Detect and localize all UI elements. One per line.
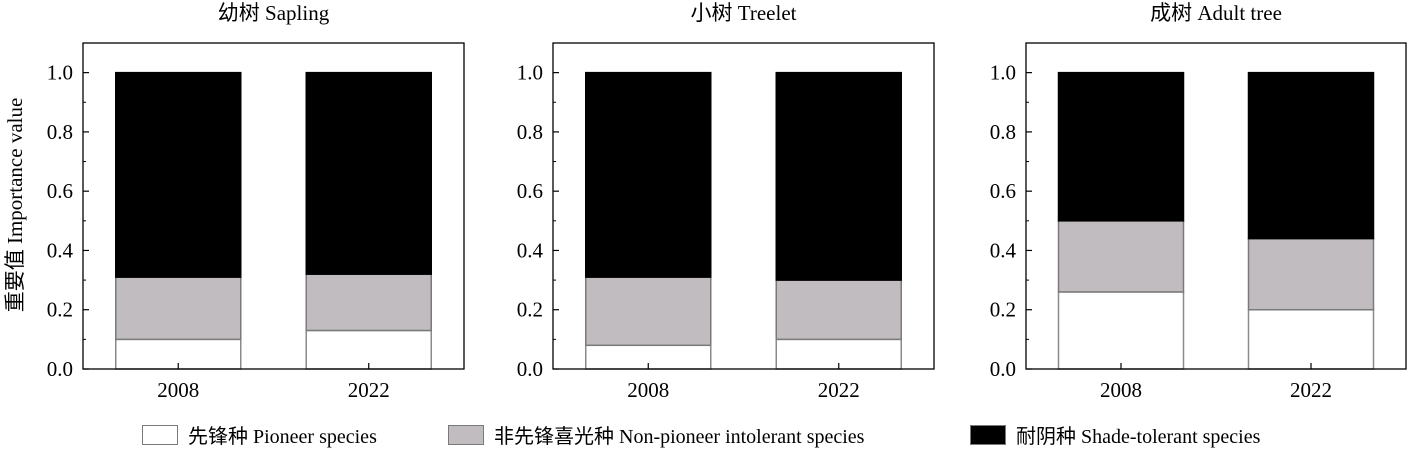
y-tick-label-adult-tree-0.4: 0.4 (990, 238, 1017, 262)
x-tick-label-sapling-2022: 2022 (348, 378, 390, 402)
legend-label-shade-tolerant: 耐阴种 Shade-tolerant species (1016, 426, 1261, 448)
y-tick-label-sapling-0.4: 0.4 (47, 238, 74, 262)
legend-label-pioneer: 先锋种 Pioneer species (188, 426, 377, 448)
y-tick-label-adult-tree-0.2: 0.2 (990, 298, 1016, 322)
bar-treelet-2022-shade-tolerant (775, 71, 902, 281)
plot-frame-treelet (552, 42, 935, 370)
y-tick-label-sapling-0.6: 0.6 (47, 179, 73, 203)
y-tick-label-treelet-1.0: 1.0 (517, 61, 543, 85)
bar-sapling-2008-shade-tolerant (115, 71, 242, 278)
bar-sapling-2022-shade-tolerant (305, 71, 432, 275)
plot-frame-adult-tree (1025, 42, 1407, 370)
bar-adult-tree-2022-pioneer (1247, 308, 1375, 370)
y-tick-label-treelet-0.6: 0.6 (517, 179, 543, 203)
legend: 先锋种 Pioneer species 非先锋喜光种 Non-pioneer i… (0, 420, 1409, 448)
plot-frame-sapling (82, 42, 465, 370)
stacked-bar-charts: 重要值 Importance value 幼树 Sapling 2008 2022 0… (3, 1, 1407, 402)
chart-title-sapling: 幼树 Sapling (218, 1, 330, 25)
legend-swatch-pioneer (142, 424, 178, 445)
x-tick-label-treelet-2022: 2022 (818, 378, 860, 402)
chart-title-treelet: 小树 Treelet (691, 1, 797, 25)
bar-treelet-2008-non-pioneer (585, 276, 712, 347)
legend-item-pioneer: 先锋种 Pioneer species (142, 420, 377, 449)
x-tick-label-adult-tree-2022: 2022 (1290, 378, 1332, 402)
chart-title-adult-tree: 成树 Adult tree (1150, 1, 1282, 25)
bar-adult-tree-2008-non-pioneer (1057, 220, 1185, 293)
legend-label-non-pioneer: 非先锋喜光种 Non-pioneer intolerant species (494, 426, 865, 448)
y-tick-label-adult-tree-0.8: 0.8 (990, 120, 1016, 144)
bar-adult-tree-2008-shade-tolerant (1057, 71, 1185, 222)
y-tick-label-treelet-0.2: 0.2 (517, 298, 543, 322)
x-tick-label-adult-tree-2008: 2008 (1100, 378, 1142, 402)
bar-adult-tree-2022-shade-tolerant (1247, 71, 1375, 240)
x-tick-label-sapling-2008: 2008 (157, 378, 199, 402)
y-axis-label: 重要值 Importance value (3, 98, 27, 313)
bar-treelet-2022-non-pioneer (775, 279, 902, 341)
bar-sapling-2022-non-pioneer (305, 273, 432, 332)
bar-adult-tree-2008-pioneer (1057, 291, 1185, 370)
legend-item-shade-tolerant: 耐阴种 Shade-tolerant species (970, 420, 1260, 449)
bar-sapling-2022-pioneer (305, 329, 432, 370)
y-tick-label-sapling-0.0: 0.0 (47, 357, 73, 381)
x-tick-label-treelet-2008: 2008 (627, 378, 669, 402)
y-tick-label-adult-tree-0.0: 0.0 (990, 357, 1016, 381)
bar-treelet-2008-shade-tolerant (585, 71, 712, 278)
y-tick-label-treelet-0.8: 0.8 (517, 120, 543, 144)
y-tick-label-sapling-0.2: 0.2 (47, 298, 73, 322)
y-tick-label-treelet-0.4: 0.4 (517, 238, 544, 262)
bar-adult-tree-2022-non-pioneer (1247, 237, 1375, 311)
legend-swatch-shade-tolerant (970, 424, 1006, 445)
y-tick-label-sapling-0.8: 0.8 (47, 120, 73, 144)
y-tick-label-adult-tree-0.6: 0.6 (990, 179, 1016, 203)
y-tick-label-treelet-0.0: 0.0 (517, 357, 543, 381)
legend-swatch-non-pioneer (448, 424, 484, 445)
y-tick-label-sapling-1.0: 1.0 (47, 61, 73, 85)
y-tick-label-adult-tree-1.0: 1.0 (990, 61, 1016, 85)
bar-sapling-2008-non-pioneer (115, 276, 242, 341)
legend-item-non-pioneer: 非先锋喜光种 Non-pioneer intolerant species (448, 420, 864, 449)
